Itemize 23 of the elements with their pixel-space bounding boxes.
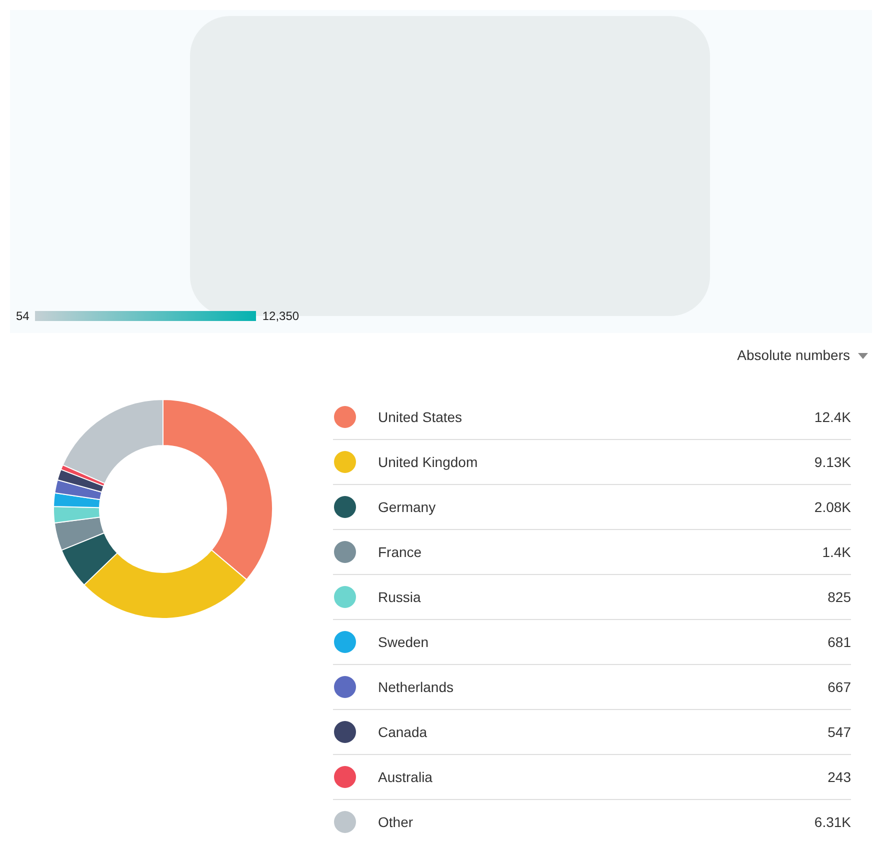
legend-label: United Kingdom	[378, 454, 479, 470]
text: 54	[16, 309, 30, 323]
legend-label: Russia	[378, 589, 422, 605]
legend-label: United States	[378, 409, 464, 425]
data-label: 667	[828, 679, 851, 695]
data-label: 6.31K	[814, 814, 851, 830]
legend-label: France	[378, 544, 423, 560]
legend-label: Canada	[378, 724, 428, 740]
data-label: 681	[828, 634, 851, 650]
data-label: 9.13K	[814, 454, 851, 470]
text: Absolute numbers	[737, 347, 850, 363]
legend-label: Germany	[378, 499, 437, 515]
data-label: 2.08K	[814, 499, 851, 515]
data-label: 825	[828, 589, 851, 605]
data-label: 12.4K	[814, 409, 851, 425]
data-label: 547	[828, 724, 851, 740]
text: 12,350	[262, 309, 300, 323]
legend-label: Sweden	[378, 634, 430, 650]
legend-label: Other	[378, 814, 414, 830]
legend-label: Netherlands	[378, 679, 454, 695]
data-label: 243	[828, 769, 851, 785]
data-label: 1.4K	[822, 544, 851, 560]
legend-label: Australia	[378, 769, 434, 785]
